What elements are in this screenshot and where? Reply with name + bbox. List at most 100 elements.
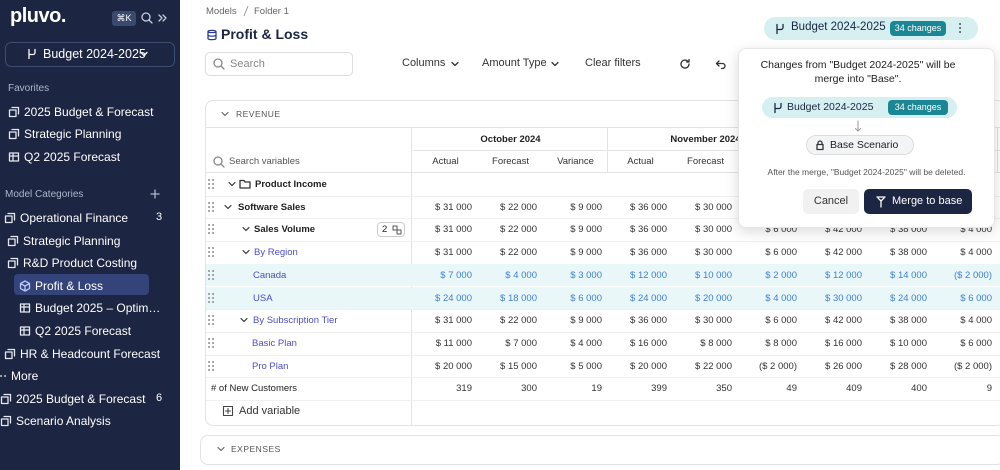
toolbar-button[interactable]: Amount Type — [482, 57, 547, 69]
row-label[interactable]: Product Income — [255, 179, 327, 190]
source-label: Budget 2024-2025 — [787, 101, 874, 113]
cancel-button[interactable]: Cancel — [803, 189, 859, 214]
row-label[interactable]: Pro Plan — [252, 360, 289, 372]
section-label: REVENUE — [236, 109, 281, 119]
icon-path — [224, 204, 232, 209]
category-item[interactable]: Scenario Analysis — [16, 414, 111, 429]
cell-value: $ 22 000 — [500, 315, 537, 327]
icon-path — [208, 337, 214, 348]
row-label[interactable]: Canada — [253, 269, 287, 281]
merge-button-label[interactable]: Merge to base — [892, 195, 963, 207]
icon-path — [141, 12, 153, 24]
category-count: 6 — [156, 391, 163, 404]
row-label[interactable]: By Region — [254, 247, 298, 259]
merge-button[interactable] — [864, 189, 972, 214]
icon-path — [392, 225, 402, 235]
favorite-item[interactable]: Q2 2025 Forecast — [24, 149, 121, 164]
row-highlight — [206, 286, 1000, 310]
cell-value: $ 14 000 — [890, 269, 927, 281]
icon — [8, 106, 20, 118]
icon — [224, 204, 232, 209]
icon-path — [19, 280, 31, 292]
icon — [19, 303, 31, 314]
icon-path — [217, 446, 225, 452]
scenario-label[interactable]: Budget 2024-2025 — [43, 47, 146, 61]
breadcrumb-item[interactable]: Models — [206, 6, 237, 17]
cell-value: $ 2 000 — [765, 269, 797, 281]
row-label[interactable]: Software Sales — [238, 201, 306, 213]
toolbar-button[interactable]: Columns — [402, 57, 446, 69]
category-item[interactable]: Budget 2025 – Optim… — [35, 301, 161, 316]
icon-path — [207, 29, 217, 41]
cell-value: $ 20 000 — [435, 360, 472, 372]
section-label: EXPENSES — [231, 444, 281, 454]
add-variable[interactable]: Add variable — [239, 405, 301, 417]
header-divider — [205, 127, 1000, 128]
search-box[interactable] — [205, 52, 353, 76]
favorite-item[interactable]: Strategic Planning — [24, 127, 122, 142]
icon — [0, 375, 6, 378]
icon — [19, 280, 31, 292]
category-item[interactable]: R&D Product Costing — [23, 256, 138, 271]
row-label[interactable]: By Subscription Tier — [253, 315, 338, 327]
cell-value: $ 9 000 — [570, 247, 602, 259]
icon-path — [140, 51, 148, 57]
cell-value: $ 24 000 — [630, 292, 667, 304]
icon — [213, 156, 225, 168]
icon-path — [551, 61, 559, 67]
row-label[interactable]: USA — [253, 292, 273, 304]
row-label[interactable]: Sales Volume — [254, 224, 316, 236]
icon — [715, 60, 726, 70]
category-item[interactable]: Q2 2025 Forecast — [35, 324, 132, 338]
cell-value: $ 6 000 — [765, 247, 797, 259]
icon-path — [208, 315, 214, 326]
icon-path — [816, 140, 824, 151]
icon-path — [7, 235, 19, 246]
row-label[interactable]: Basic Plan — [252, 337, 297, 349]
cell-value: 300 — [521, 383, 537, 395]
category-item[interactable]: Operational Finance — [20, 211, 129, 225]
category-item[interactable]: HR & Headcount Forecast — [20, 346, 161, 361]
favorite-item[interactable]: 2025 Budget & Forecast — [24, 105, 154, 119]
row-label[interactable]: # of New Customers — [211, 383, 298, 395]
icon-path — [208, 224, 214, 235]
toolbar-button[interactable]: Clear filters — [585, 57, 641, 69]
icon — [680, 58, 690, 69]
scenario-selector[interactable] — [5, 42, 175, 67]
cell-value: $ 26 000 — [825, 360, 862, 372]
category-item[interactable]: 2025 Budget & Forecast — [16, 391, 146, 406]
icon — [217, 446, 225, 452]
cell-value: $ 6 000 — [960, 292, 992, 304]
cell-value: $ 31 000 — [435, 224, 472, 236]
icon — [228, 181, 236, 187]
row-divider — [206, 309, 1000, 311]
icon — [19, 326, 31, 336]
cell-value: $ 12 000 — [630, 269, 667, 281]
breadcrumb-item[interactable]: Folder 1 — [254, 6, 289, 17]
cell-value: $ 22 000 — [500, 224, 537, 236]
cell-value: 409 — [846, 383, 862, 395]
category-item[interactable]: Strategic Planning — [23, 233, 121, 248]
cell-value: $ 6 000 — [765, 224, 797, 236]
icon-path — [19, 326, 31, 336]
logo: pluvo. — [10, 5, 66, 27]
separator-line — [243, 5, 249, 17]
icon — [8, 151, 20, 162]
row-divider — [206, 400, 1000, 401]
cell-value: $ 22 000 — [695, 360, 732, 372]
popup-note: After the merge, "Budget 2024-2025" will… — [767, 167, 966, 177]
icon-path — [715, 60, 726, 70]
column-label: Actual — [432, 156, 459, 167]
cell-value: $ 31 000 — [435, 201, 472, 213]
category-item[interactable]: Profit & Loss — [35, 278, 104, 293]
icon — [7, 258, 19, 269]
category-item[interactable]: More — [11, 369, 39, 384]
cell-value: $ 9 000 — [570, 315, 602, 327]
sidebar — [0, 0, 180, 470]
cell-value: $ 10 000 — [890, 337, 927, 349]
icon — [816, 140, 824, 151]
cell-value: $ 6 000 — [960, 337, 992, 349]
icon-path — [208, 292, 214, 303]
cell-value: $ 15 000 — [500, 360, 537, 372]
icon — [959, 23, 961, 33]
